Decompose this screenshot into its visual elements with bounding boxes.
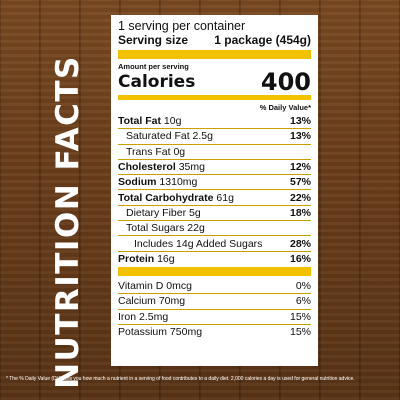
serving-size-label: Serving size: [118, 33, 189, 47]
nutrient-amount: 16g: [157, 252, 175, 265]
daily-value-footnote: * The % Daily Value (DV) tells you how m…: [6, 376, 355, 382]
nutrient-row-total-carbohydrate: Total Carbohydrate 61g 22%: [118, 189, 311, 204]
calories-label: Calories: [118, 72, 196, 92]
nutrient-row-cholesterol: Cholesterol 35mg 12%: [118, 158, 311, 174]
nutrient-row-dietary-fiber: Dietary Fiber 5g 18%: [118, 204, 311, 220]
side-title: NUTRITION FACTS: [50, 55, 86, 389]
nutrition-facts-panel: 1 serving per container Serving size 1 p…: [111, 15, 318, 366]
vitamin-dv: 15%: [289, 326, 311, 338]
nutrient-label: Total Carbohydrate: [118, 191, 214, 204]
thick-divider: [118, 50, 311, 59]
serving-size-value: 1 package (454g): [214, 33, 311, 47]
nutrient-amount: 1310mg: [159, 176, 198, 189]
vitamin-dv: 6%: [295, 295, 311, 308]
nutrient-dv: 12%: [289, 161, 311, 174]
nutrient-label: Protein: [118, 252, 155, 265]
nutrient-label: Saturated Fat 2.5g: [126, 130, 213, 143]
thick-divider: [118, 266, 311, 276]
nutrient-row-total-fat: Total Fat 10g 13%: [118, 113, 311, 128]
nutrient-dv: 18%: [289, 206, 311, 219]
daily-value-header: % Daily Value*: [259, 103, 311, 112]
nutrient-label: Dietary Fiber 5g: [126, 206, 201, 219]
nutrient-row-sodium: Sodium 1310mg 57%: [118, 174, 311, 189]
nutrient-dv: 57%: [289, 176, 311, 189]
vitamin-dv: 15%: [289, 310, 311, 323]
nutrient-row-saturated-fat: Saturated Fat 2.5g 13%: [118, 128, 311, 143]
calories-value: 400: [260, 68, 311, 96]
nutrient-row-added-sugars: Includes 14g Added Sugars 28%: [118, 235, 311, 250]
nutrient-amount: 35mg: [178, 161, 205, 174]
nutrient-amount: 10g: [163, 114, 182, 127]
medium-divider: [118, 95, 311, 100]
vitamin-row-iron: Iron 2.5mg 15%: [118, 308, 311, 324]
servings-per-container: 1 serving per container: [118, 19, 246, 33]
nutrient-label: Cholesterol: [118, 161, 176, 174]
nutrient-dv: 28%: [289, 237, 311, 250]
nutrient-dv: 13%: [289, 114, 311, 127]
vitamin-label: Iron 2.5mg: [118, 310, 169, 323]
amount-per-serving: Amount per serving: [118, 62, 189, 71]
vitamin-label: Vitamin D 0mcg: [118, 279, 192, 292]
vitamin-label: Potassium 750mg: [118, 326, 203, 338]
vitamin-label: Calcium 70mg: [118, 295, 186, 308]
nutrient-label: Trans Fat 0g: [126, 145, 186, 158]
nutrient-dv: 13%: [289, 130, 311, 143]
nutrient-label: Includes 14g Added Sugars: [134, 237, 263, 250]
nutrient-label: Total Fat: [118, 114, 161, 127]
nutrient-row-protein: Protein 16g 16%: [118, 250, 311, 266]
calories-row: Calories 400: [118, 68, 311, 96]
serving-size-row: Serving size 1 package (454g): [118, 33, 311, 47]
vitamin-dv: 0%: [295, 279, 311, 292]
nutrient-row-total-sugars: Total Sugars 22g: [118, 220, 311, 235]
vitamin-row-potassium: Potassium 750mg 15%: [118, 323, 311, 339]
nutrient-dv: 22%: [289, 191, 311, 204]
nutrient-amount: 61g: [216, 191, 234, 204]
nutrient-label: Total Sugars 22g: [126, 222, 205, 235]
nutrient-row-trans-fat: Trans Fat 0g: [118, 143, 311, 159]
nutrient-label: Sodium: [118, 176, 157, 189]
vitamin-row-calcium: Calcium 70mg 6%: [118, 293, 311, 308]
nutrient-dv: 16%: [289, 252, 311, 265]
vitamin-row-vitamin-d: Vitamin D 0mcg 0%: [118, 278, 311, 293]
